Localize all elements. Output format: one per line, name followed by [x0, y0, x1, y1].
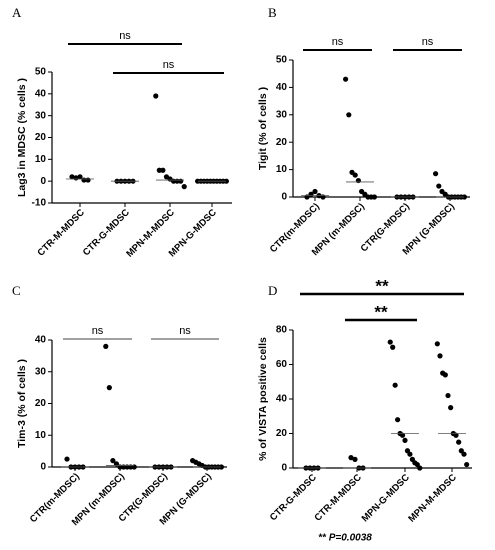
y-tick-label: 0	[40, 462, 46, 473]
dot	[417, 465, 423, 471]
dot	[371, 194, 377, 200]
y-tick-label: 50	[35, 67, 47, 78]
dot	[69, 174, 75, 180]
dot	[218, 464, 224, 470]
dot	[160, 167, 166, 173]
dot	[461, 194, 467, 200]
y-tick-label: 0	[281, 192, 287, 203]
comparison-label: **	[374, 302, 388, 321]
y-axis-label: % of VISTA positive cells	[257, 337, 269, 461]
y-axis-label: Tim-3 (% of cells )	[16, 359, 28, 448]
dot	[103, 343, 109, 349]
y-tick-label: 40	[35, 335, 47, 346]
dot	[346, 112, 352, 118]
y-tick-label: 20	[276, 137, 288, 148]
dot	[352, 172, 358, 178]
y-tick-label: 40	[35, 88, 47, 99]
comparison-label: ns	[92, 325, 104, 337]
dot	[407, 451, 413, 457]
panel-letter: A	[12, 5, 22, 20]
dot	[395, 417, 401, 423]
y-tick-label: 30	[35, 110, 47, 121]
panel-letter: C	[12, 283, 21, 298]
panel: A -10 0 10 20 30 40 50 Lag3 in MDSC (% cells ) CT…	[12, 5, 232, 260]
dot	[387, 339, 393, 345]
dot	[110, 458, 116, 464]
y-tick-label: 40	[276, 394, 288, 405]
dot	[461, 451, 467, 457]
comparison-label: ns	[422, 36, 434, 48]
dot	[456, 439, 462, 445]
x-tick-label: CTR-M-MDSC	[312, 472, 364, 524]
y-tick-label: 20	[35, 132, 47, 143]
dot	[64, 456, 70, 462]
dot	[434, 341, 440, 347]
comparison-label: ns	[163, 59, 175, 71]
dot	[392, 382, 398, 388]
x-tick-label: MPN-G-MDSC	[360, 472, 412, 524]
comparison-label: **	[375, 276, 389, 295]
dot	[453, 432, 459, 438]
footnote: ** P=0.0038	[318, 533, 372, 544]
y-tick-label: 30	[276, 109, 288, 120]
x-tick-label: MPN-M-MDSC	[406, 472, 459, 525]
y-tick-label: 10	[276, 164, 288, 175]
dot	[85, 177, 91, 183]
y-tick-label: 40	[276, 82, 288, 93]
x-tick-label: CTR-G-MDSC	[268, 472, 319, 523]
y-tick-label: 50	[276, 55, 288, 66]
dot	[343, 76, 349, 82]
y-tick-label: 20	[276, 428, 288, 439]
dot	[437, 353, 443, 359]
y-axis-label: Tigit (% of cells )	[257, 87, 269, 170]
x-tick-label: CTR-M-MDSC	[35, 207, 87, 259]
dot	[348, 455, 354, 461]
y-tick-label: 0	[281, 463, 287, 474]
comparison-label: ns	[332, 36, 344, 48]
dot	[223, 178, 229, 184]
comparison-label: ns	[179, 325, 191, 337]
y-tick-label: 10	[35, 430, 47, 441]
comparison-label: ns	[119, 30, 131, 42]
dot	[399, 432, 406, 438]
dot	[448, 405, 454, 411]
dot	[433, 171, 439, 177]
panel-letter: B	[268, 5, 277, 20]
dot	[464, 461, 470, 468]
dot	[320, 194, 326, 200]
dot	[156, 167, 162, 173]
y-tick-label: 60	[276, 359, 288, 370]
panel: D 0 20 40 60 80 % of VISTA positive cells CTR-G…	[257, 276, 472, 544]
dot	[77, 174, 83, 180]
dot	[442, 372, 448, 378]
dot	[312, 188, 318, 195]
y-tick-label: -10	[32, 198, 47, 209]
dot	[181, 184, 187, 190]
dot	[402, 437, 408, 443]
y-tick-label: 10	[35, 154, 47, 165]
y-tick-label: 30	[35, 366, 47, 377]
dot	[153, 93, 159, 99]
dot	[445, 392, 451, 399]
dot	[355, 177, 361, 184]
y-tick-label: 0	[40, 176, 46, 187]
x-tick-label: CTR-G-MDSC	[81, 207, 132, 258]
y-tick-label: 20	[35, 398, 47, 409]
dot	[390, 344, 396, 350]
dot	[352, 456, 358, 462]
dot	[436, 183, 442, 189]
dot	[106, 385, 112, 391]
y-tick-label: 80	[276, 325, 288, 336]
dot	[178, 178, 184, 184]
y-axis-label: Lag3 in MDSC (% cells )	[16, 78, 28, 197]
panel-letter: D	[268, 283, 277, 298]
